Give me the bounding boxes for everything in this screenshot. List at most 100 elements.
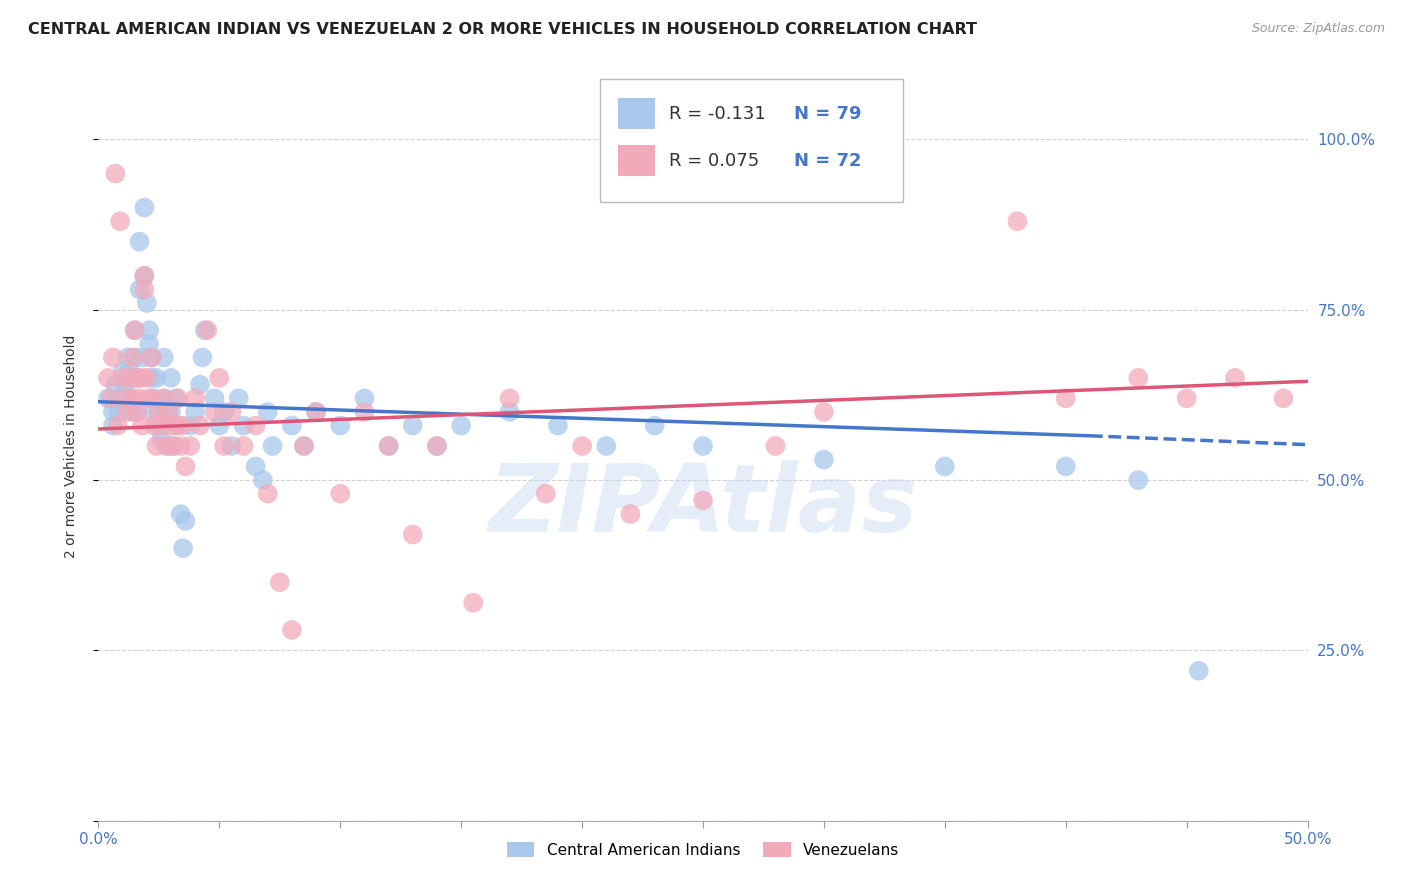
- Point: [162, 439, 184, 453]
- Point: [114, 392, 136, 406]
- Point: [143, 418, 166, 433]
- Point: [232, 418, 254, 433]
- Point: [111, 364, 134, 378]
- Point: [329, 486, 352, 500]
- Point: [118, 371, 141, 385]
- Point: [188, 377, 211, 392]
- Point: [134, 268, 156, 283]
- Point: [135, 296, 157, 310]
- Point: [145, 371, 167, 385]
- Point: [127, 405, 149, 419]
- Point: [305, 405, 328, 419]
- Point: [644, 418, 666, 433]
- Point: [150, 418, 173, 433]
- Point: [463, 596, 485, 610]
- Point: [256, 486, 278, 500]
- Point: [172, 541, 194, 556]
- Point: [245, 459, 267, 474]
- Point: [498, 392, 520, 406]
- Point: [1223, 371, 1246, 385]
- Point: [145, 439, 167, 453]
- Point: [141, 371, 163, 385]
- Point: [212, 405, 235, 419]
- Point: [124, 323, 146, 337]
- Y-axis label: 2 or more Vehicles in Household: 2 or more Vehicles in Household: [63, 334, 77, 558]
- Point: [208, 371, 231, 385]
- Point: [1054, 459, 1077, 474]
- Point: [134, 282, 156, 296]
- FancyBboxPatch shape: [619, 97, 655, 129]
- Point: [114, 377, 136, 392]
- Point: [619, 507, 641, 521]
- Point: [353, 405, 375, 419]
- Point: [143, 405, 166, 419]
- Point: [135, 371, 157, 385]
- Point: [128, 235, 150, 249]
- Point: [160, 371, 183, 385]
- Point: [121, 371, 143, 385]
- Point: [101, 351, 124, 365]
- Point: [1128, 371, 1150, 385]
- Point: [292, 439, 315, 453]
- Point: [221, 439, 243, 453]
- Point: [148, 405, 170, 419]
- Point: [292, 439, 315, 453]
- Point: [127, 405, 149, 419]
- Point: [1188, 664, 1211, 678]
- Point: [1272, 392, 1295, 406]
- Point: [184, 405, 207, 419]
- Point: [934, 459, 956, 474]
- Point: [169, 439, 191, 453]
- Point: [208, 418, 231, 433]
- Point: [148, 405, 170, 419]
- Point: [160, 405, 183, 419]
- Text: CENTRAL AMERICAN INDIAN VS VENEZUELAN 2 OR MORE VEHICLES IN HOUSEHOLD CORRELATIO: CENTRAL AMERICAN INDIAN VS VENEZUELAN 2 …: [28, 22, 977, 37]
- Point: [134, 268, 156, 283]
- Point: [101, 405, 124, 419]
- Point: [329, 418, 352, 433]
- Point: [402, 527, 425, 541]
- Point: [252, 473, 274, 487]
- Point: [1007, 214, 1029, 228]
- Point: [121, 392, 143, 406]
- Point: [162, 439, 184, 453]
- Point: [426, 439, 449, 453]
- Point: [143, 392, 166, 406]
- Point: [402, 418, 425, 433]
- Point: [245, 418, 267, 433]
- Point: [547, 418, 569, 433]
- Point: [191, 351, 214, 365]
- Point: [813, 452, 835, 467]
- Point: [377, 439, 399, 453]
- Point: [152, 392, 174, 406]
- Text: Source: ZipAtlas.com: Source: ZipAtlas.com: [1251, 22, 1385, 36]
- Point: [141, 392, 163, 406]
- Legend: Central American Indians, Venezuelans: Central American Indians, Venezuelans: [499, 834, 907, 865]
- Point: [169, 507, 191, 521]
- Point: [305, 405, 328, 419]
- Point: [692, 493, 714, 508]
- Point: [281, 418, 304, 433]
- Point: [124, 323, 146, 337]
- Point: [138, 336, 160, 351]
- Point: [104, 167, 127, 181]
- Point: [1054, 392, 1077, 406]
- Point: [107, 418, 129, 433]
- Point: [134, 201, 156, 215]
- Point: [194, 323, 217, 337]
- Point: [157, 439, 180, 453]
- Point: [104, 377, 127, 392]
- Point: [353, 392, 375, 406]
- Point: [1175, 392, 1198, 406]
- Point: [127, 371, 149, 385]
- Point: [571, 439, 593, 453]
- Point: [204, 405, 226, 419]
- Point: [127, 371, 149, 385]
- Point: [813, 405, 835, 419]
- Point: [101, 418, 124, 433]
- Point: [212, 439, 235, 453]
- Point: [165, 392, 187, 406]
- Point: [167, 418, 190, 433]
- Point: [108, 392, 131, 406]
- Point: [165, 418, 187, 433]
